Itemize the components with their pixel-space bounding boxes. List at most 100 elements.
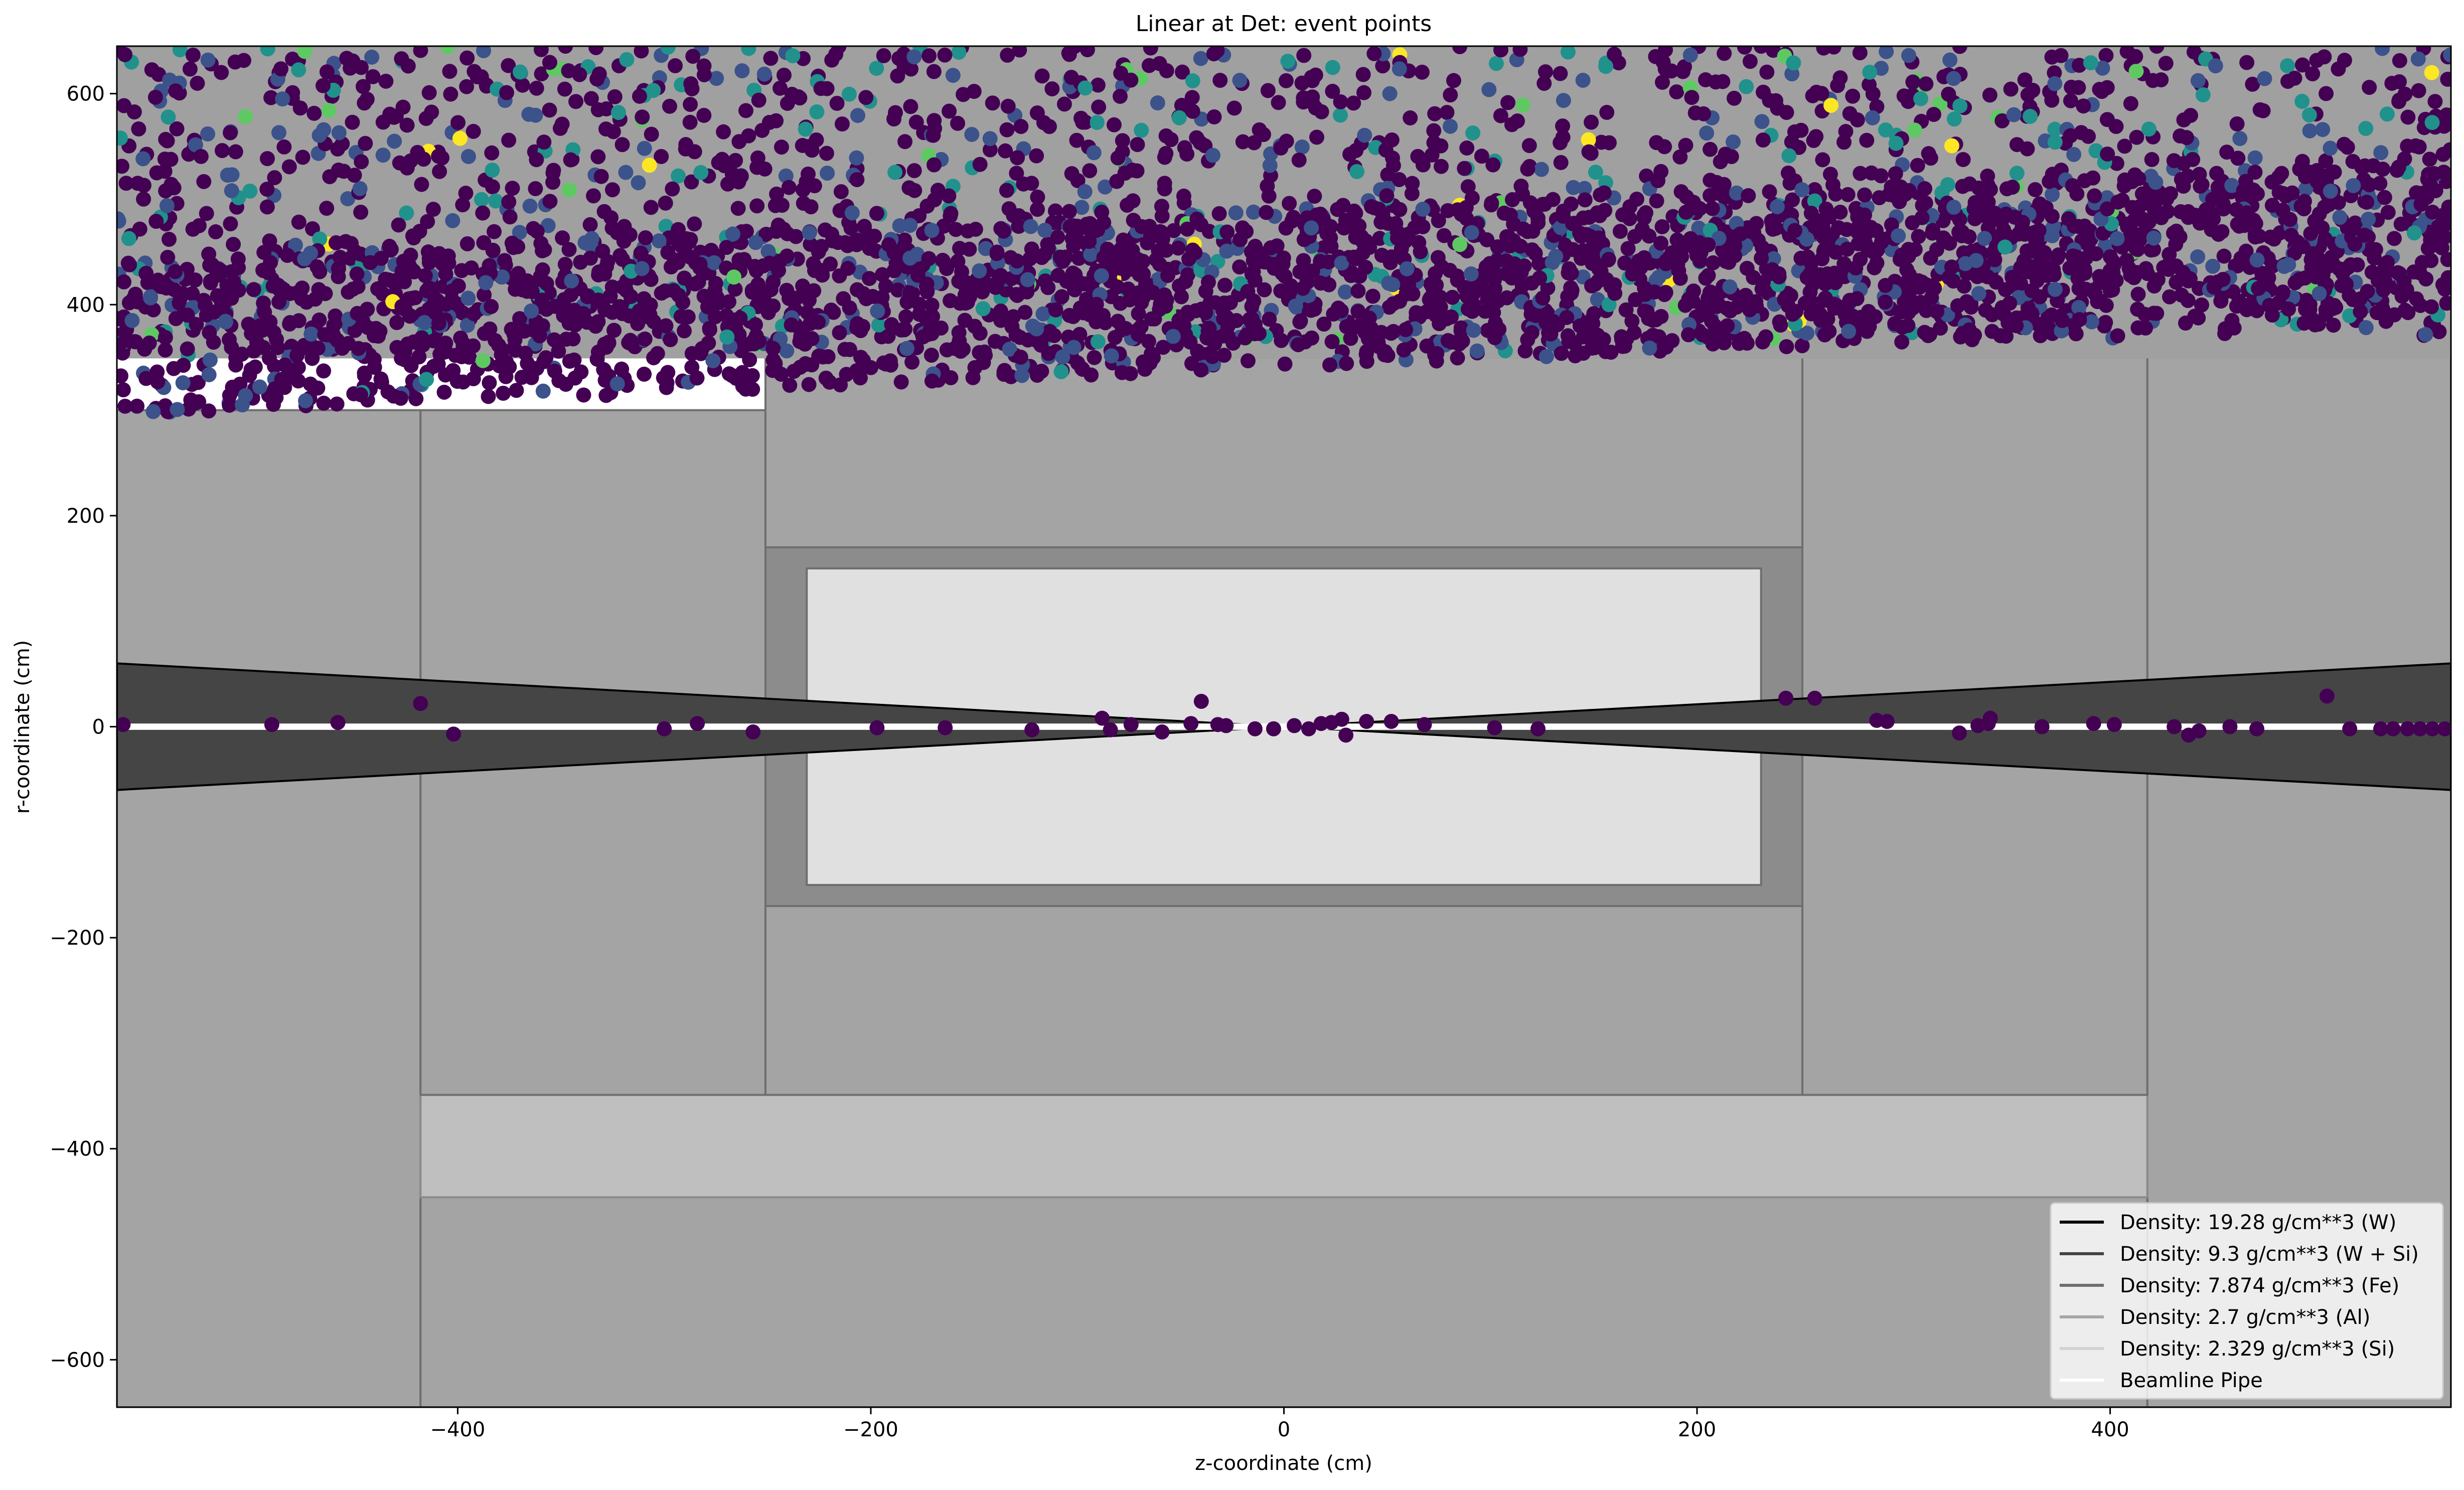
event-point [1436, 228, 1452, 243]
event-point [1888, 135, 1904, 151]
event-point [2439, 295, 2451, 311]
event-point [260, 46, 275, 57]
event-point [117, 159, 129, 174]
event-point [450, 115, 466, 130]
event-point [267, 170, 282, 186]
event-point [619, 282, 634, 298]
event-point [2376, 282, 2391, 297]
event-point [330, 333, 345, 348]
event-point [2105, 265, 2121, 281]
event-point [1840, 187, 1856, 202]
event-point [1501, 229, 1516, 245]
event-point [903, 99, 918, 114]
event-point [1240, 283, 1256, 299]
event-point [1698, 72, 1714, 87]
event-point [2346, 221, 2361, 236]
event-point [2424, 115, 2440, 130]
event-point [1077, 184, 1093, 200]
event-point [1024, 176, 1039, 191]
event-point [303, 326, 319, 342]
event-point [353, 246, 368, 262]
event-point [160, 249, 176, 265]
event-point [1748, 294, 1764, 310]
event-point [1493, 46, 1508, 58]
event-point [1158, 128, 1174, 143]
event-point [1066, 340, 1082, 355]
event-point [1997, 239, 2013, 255]
event-point [1014, 368, 1030, 383]
event-point [1333, 94, 1348, 109]
event-point [1681, 327, 1697, 343]
y-tick-label: 400 [67, 293, 105, 317]
event-point [1157, 150, 1172, 165]
event-point [1259, 205, 1274, 220]
event-point [717, 158, 732, 174]
event-point [1206, 109, 1222, 125]
event-point [1794, 338, 1810, 354]
event-point [188, 137, 203, 153]
event-point [1011, 219, 1026, 234]
event-point [1737, 46, 1752, 55]
event-point [1089, 314, 1104, 330]
event-point [1375, 58, 1391, 74]
event-point [646, 350, 662, 366]
event-point [950, 254, 966, 269]
event-point [1564, 282, 1580, 298]
event-point [555, 230, 570, 246]
event-point [2131, 171, 2146, 186]
event-point [534, 66, 549, 82]
event-point [2373, 145, 2389, 161]
event-point [1452, 237, 1468, 252]
event-point [1054, 289, 1069, 305]
event-point [911, 208, 927, 224]
event-point [1247, 135, 1262, 151]
event-point [563, 152, 578, 168]
event-point [201, 403, 217, 419]
event-point [1313, 206, 1328, 222]
event-point [1902, 283, 1918, 299]
event-point [1647, 284, 1662, 300]
event-point [416, 152, 431, 167]
event-point [1305, 89, 1320, 105]
event-point [180, 341, 195, 357]
event-point [663, 332, 678, 347]
event-point [436, 384, 452, 400]
event-point [829, 96, 845, 111]
event-point [381, 272, 396, 287]
event-point [785, 48, 801, 64]
event-point [1415, 201, 1431, 217]
event-point [1603, 278, 1619, 294]
event-point [1852, 46, 1868, 61]
event-point [1232, 73, 1248, 88]
event-point [1044, 81, 1060, 97]
event-point [2305, 66, 2321, 82]
event-point [614, 361, 630, 377]
event-point [880, 329, 896, 344]
event-point [288, 237, 303, 253]
event-point [598, 121, 614, 137]
event-point [180, 308, 195, 323]
event-point [1087, 350, 1102, 365]
event-point [2141, 121, 2157, 137]
event-point [1862, 64, 1878, 80]
event-point [529, 152, 544, 168]
event-point [1808, 129, 1824, 144]
event-point [2443, 47, 2451, 63]
event-point [1942, 235, 1957, 251]
event-point [277, 357, 292, 373]
event-point [1504, 117, 1519, 132]
event-point [1553, 66, 1568, 81]
event-point [692, 256, 708, 272]
event-point [1567, 336, 1582, 351]
event-point [1067, 282, 1083, 297]
axis-event-point [1487, 720, 1502, 735]
event-point [1291, 337, 1306, 353]
event-point [117, 274, 132, 289]
event-point [290, 373, 306, 389]
event-point [748, 235, 763, 250]
event-point [975, 284, 990, 300]
event-point [1692, 201, 1708, 216]
event-point [1564, 265, 1579, 281]
event-point [1024, 241, 1039, 257]
event-point [496, 385, 511, 401]
